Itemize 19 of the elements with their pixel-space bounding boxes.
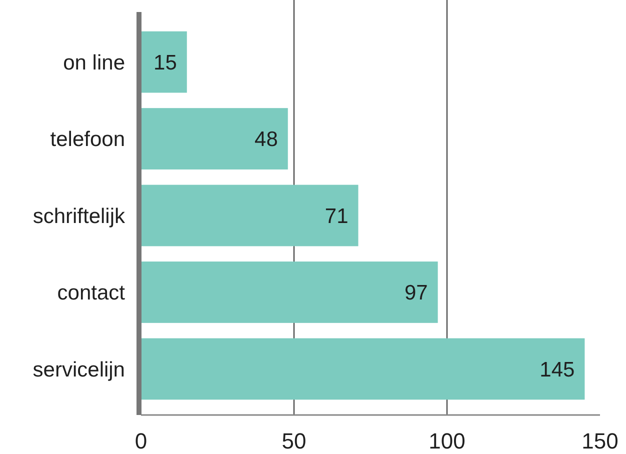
data-label: 48	[254, 128, 278, 152]
bar	[141, 108, 288, 170]
x-tick-label: 0	[134, 428, 148, 454]
x-tick-label: 150	[582, 428, 618, 454]
y-tick-label: schriftelijk	[32, 204, 126, 228]
y-tick-label: contact	[57, 282, 126, 305]
bar	[141, 262, 438, 323]
data-label: 71	[324, 204, 348, 228]
data-label: 97	[404, 282, 428, 305]
y-tick-label: on line	[63, 51, 125, 74]
data-label: 145	[540, 358, 575, 382]
bar	[141, 338, 585, 400]
bar	[141, 184, 358, 246]
data-label: 15	[154, 51, 177, 74]
y-tick-label: servicelijn	[32, 358, 125, 382]
x-tick-label: 50	[282, 428, 306, 454]
y-tick-label: telefoon	[50, 128, 125, 152]
bar	[141, 31, 187, 93]
x-tick-label: 100	[428, 428, 466, 454]
